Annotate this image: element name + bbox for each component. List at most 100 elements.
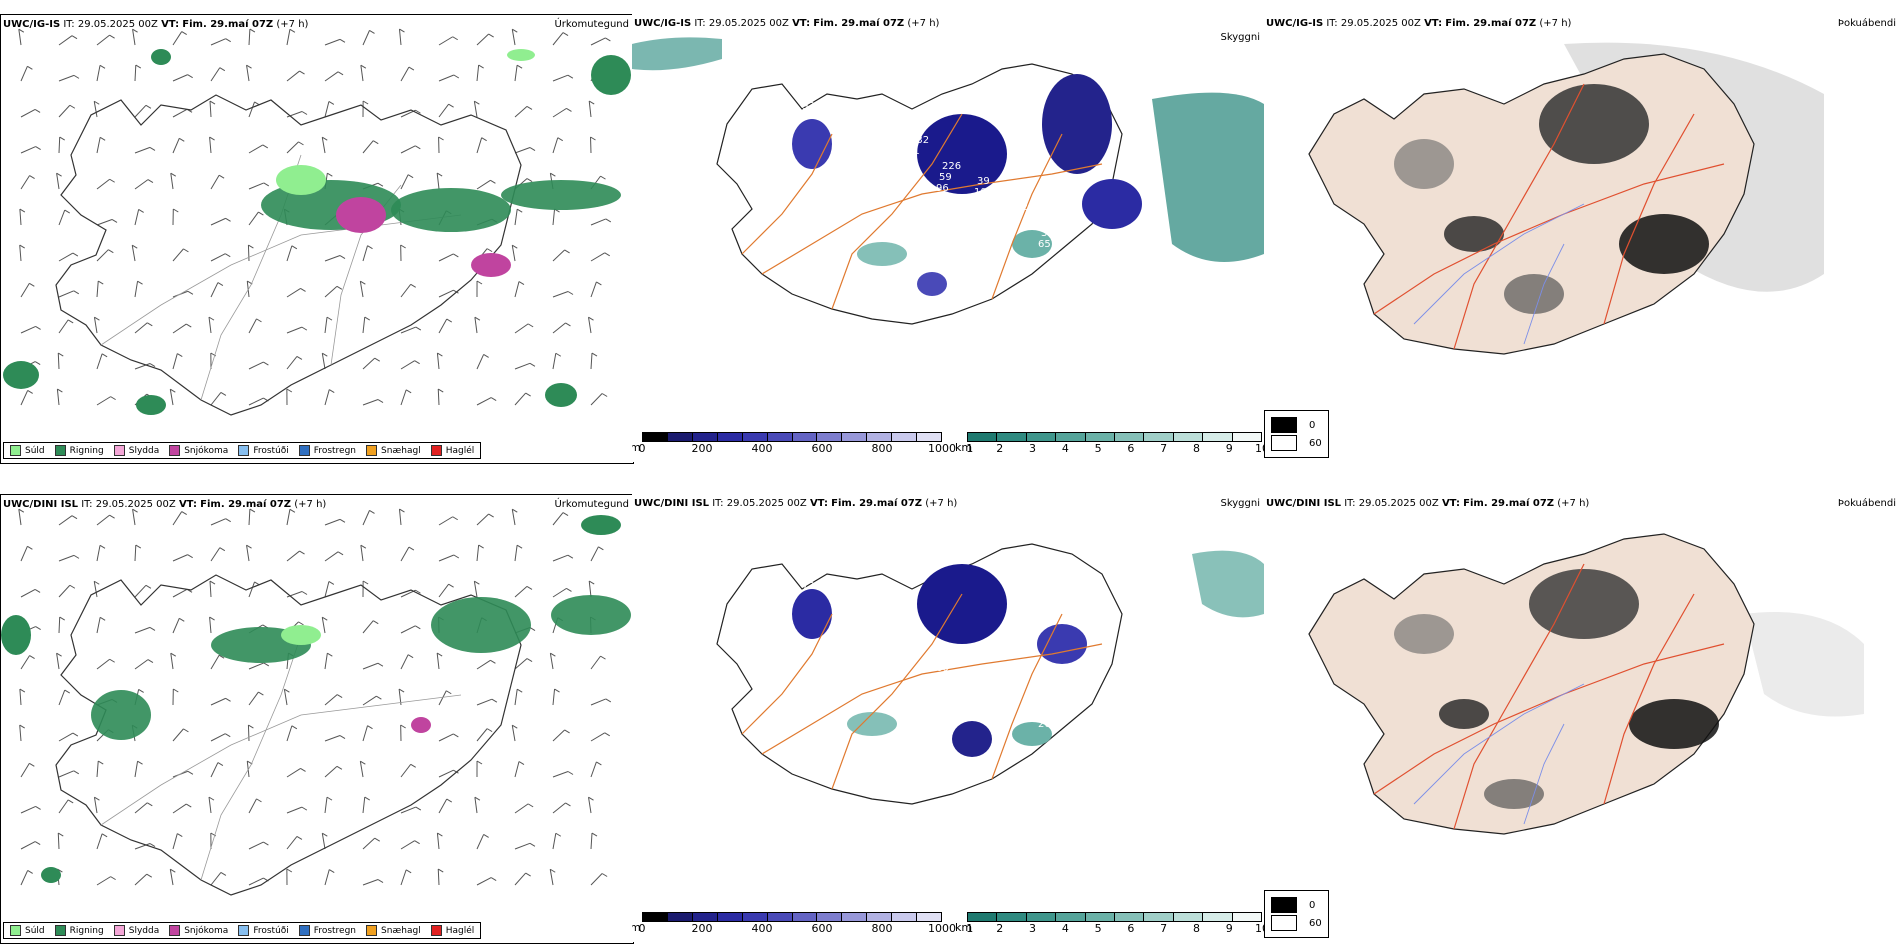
wind-barb-flag [516, 64, 523, 69]
fog-legend-row: 60 [1271, 435, 1322, 451]
legend-swatch [238, 925, 250, 936]
wind-barb-flag [518, 281, 525, 285]
wind-barb [552, 729, 565, 742]
wind-barb-flag [328, 581, 335, 585]
wind-barb [362, 317, 366, 334]
wind-barb-flag [286, 868, 293, 873]
wind-barb-flag [149, 626, 156, 631]
wind-barb [324, 101, 330, 118]
wind-barb-flag [301, 326, 308, 331]
legend-label: Snjókoma [184, 925, 229, 936]
legend-label: Frostregn [313, 445, 357, 456]
wind-barb-flag [339, 735, 346, 739]
wind-barb [359, 761, 364, 778]
wind-barb [286, 141, 299, 154]
wind-barb [172, 138, 180, 154]
precip-legend-item: Frostregn [298, 925, 356, 936]
wind-barb [58, 515, 73, 526]
wind-barb [19, 245, 22, 262]
iceland-outline-row1 [55, 94, 522, 416]
colorbar-tick-label: 8 [1192, 442, 1200, 455]
wind-barb [400, 326, 417, 334]
wind-barb-flag [550, 172, 556, 177]
wind-barb [552, 771, 569, 778]
panel-title-precip-row2: Úrkomutegund [554, 499, 629, 510]
wind-barb [400, 174, 409, 190]
wind-barb [96, 658, 110, 670]
colorbar-segment [667, 433, 693, 441]
cloud-base-value-label: 107 [1073, 254, 1092, 265]
wind-barb-flag [526, 658, 533, 662]
wind-barb-flag [453, 733, 459, 738]
wind-barb-flag [596, 761, 602, 766]
colorbar-tick-label: 0 [638, 442, 646, 455]
wind-barb [248, 397, 264, 406]
wind-barb-flag [400, 724, 406, 729]
wind-barb [552, 74, 569, 82]
it-label: IT: [63, 19, 75, 30]
legend-label: Rigning [69, 445, 104, 456]
wind-barb-flag [64, 209, 71, 214]
wind-barb [362, 140, 374, 154]
wind-barb-flag [337, 71, 344, 76]
it-label: IT: [1344, 498, 1356, 509]
legend-swatch [298, 445, 310, 456]
wind-barb [210, 872, 222, 886]
colorbar-segment [1144, 913, 1174, 921]
precip-legend-item: Frostúði [238, 925, 289, 936]
wind-barb [590, 393, 603, 406]
wind-barb [134, 281, 139, 298]
colorbar-segment [842, 913, 868, 921]
precip-legend-item: Haglél [430, 925, 474, 936]
legend-swatch [366, 445, 378, 456]
wind-barb [588, 797, 592, 814]
wind-barb [96, 178, 110, 190]
fog-areas-row1 [1394, 84, 1709, 314]
wind-barb [400, 806, 417, 814]
wind-barb-flag [360, 544, 367, 549]
wind-barb-flag [562, 32, 569, 36]
wind-barb [359, 281, 364, 298]
wind-barb [588, 581, 592, 598]
wind-barb [321, 833, 326, 850]
wind-barb-flag [410, 283, 416, 288]
wind-barb-flag [374, 357, 381, 362]
wind-barb [172, 588, 188, 598]
wind-barb [20, 588, 36, 598]
wind-barb [57, 832, 60, 850]
legend-swatch [54, 925, 66, 936]
colorbar-tick-label: 1000 [928, 442, 956, 455]
wind-barb-flag [336, 285, 343, 290]
wind-barb-flag [19, 724, 25, 729]
colorbar-segment [1232, 433, 1262, 441]
legend-swatch [10, 925, 21, 936]
colorbar-strip [967, 432, 1262, 442]
wind-barb-flag [407, 174, 414, 179]
wind-barb-flag [405, 389, 412, 394]
wind-barb-flag [29, 762, 35, 767]
wind-barb-flag [336, 765, 343, 770]
wind-barb [19, 725, 22, 742]
wind-barb-flag [147, 802, 153, 807]
wind-barb-flag [187, 770, 194, 775]
wind-barb-flag [336, 694, 343, 699]
wind-barb [514, 803, 529, 814]
wind-barb-flag [246, 544, 252, 549]
colorbar-tick-label: 2 [996, 922, 1004, 935]
colorbar-segment [892, 913, 918, 921]
cloud-base-panel-row1: 93 97 96 89 88 115 47 45 65 154 155 59 69 107 120 81 108… [632, 14, 1264, 462]
colorbar-segment [817, 913, 843, 921]
wind-barb-flag [146, 873, 153, 878]
colorbar-segment [892, 433, 918, 441]
wind-barb-flag [300, 288, 306, 292]
wind-barb [590, 873, 603, 886]
wind-barb [134, 761, 139, 778]
wind-barb-flag [208, 316, 215, 321]
colorbar-tick-label: 8 [1192, 922, 1200, 935]
wind-barb-flag [474, 100, 480, 105]
panel-title-cloud-row1: Skyggni [1220, 32, 1260, 43]
wind-barb-flag [170, 388, 176, 393]
wind-barb [286, 111, 303, 118]
wind-barb-flag [555, 832, 562, 837]
it-label: IT: [694, 18, 706, 29]
